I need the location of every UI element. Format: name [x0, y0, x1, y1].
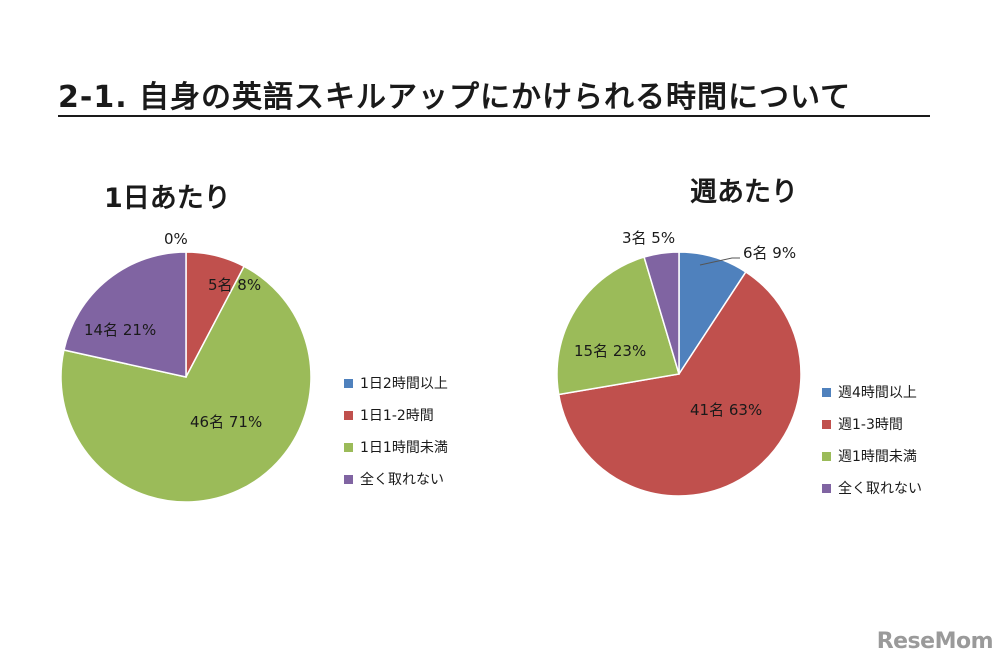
page-title: 2-1. 自身の英語スキルアップにかけられる時間について	[58, 80, 852, 115]
legend-item: 1日1-2時間	[344, 399, 448, 431]
chart-title-daily: 1日あたり	[104, 183, 231, 214]
legend-label: 1日2時間以上	[360, 376, 448, 392]
legend-item: 週4時間以上	[822, 376, 922, 408]
data-label: 46名 71%	[190, 413, 262, 431]
legend-label: 1日1-2時間	[360, 408, 434, 424]
legend-label: 週1時間未満	[838, 449, 917, 465]
legend-label: 週1-3時間	[838, 417, 903, 433]
legend-label: 週4時間以上	[838, 385, 917, 401]
legend-label: 全く取れない	[838, 481, 922, 497]
legend-item: 全く取れない	[822, 472, 922, 504]
data-label: 5名 8%	[208, 276, 261, 294]
data-label: 14名 21%	[84, 321, 156, 339]
watermark-logo: ReseMom	[876, 629, 994, 654]
title-underline	[58, 115, 930, 117]
chart-title-weekly: 週あたり	[690, 177, 798, 208]
legend-weekly: 週4時間以上 週1-3時間 週1時間未満 全く取れない	[822, 376, 922, 504]
pie-slice	[643, 251, 680, 375]
data-label: 6名 9%	[743, 244, 796, 262]
legend-swatch	[344, 378, 353, 388]
pie-slice	[63, 251, 187, 378]
legend-label: 全く取れない	[360, 472, 444, 488]
legend-item: 週1-3時間	[822, 408, 922, 440]
pie-slice	[556, 256, 680, 396]
legend-swatch	[822, 419, 831, 429]
data-label: 3名 5%	[622, 229, 675, 247]
legend-swatch	[344, 410, 353, 420]
pie-slice	[557, 270, 802, 497]
leader-line	[699, 257, 740, 266]
legend-label: 1日1時間未満	[360, 440, 448, 456]
legend-item: 週1時間未満	[822, 440, 922, 472]
pie-slice	[60, 265, 312, 503]
legend-swatch	[822, 451, 831, 461]
legend-daily: 1日2時間以上 1日1-2時間 1日1時間未満 全く取れない	[344, 367, 448, 495]
legend-item: 全く取れない	[344, 463, 448, 495]
legend-swatch	[822, 483, 831, 493]
legend-item: 1日1時間未満	[344, 431, 448, 463]
legend-swatch	[344, 442, 353, 452]
legend-swatch	[822, 387, 831, 397]
data-label: 0%	[164, 230, 188, 248]
legend-swatch	[344, 474, 353, 484]
data-label: 15名 23%	[574, 342, 646, 360]
legend-item: 1日2時間以上	[344, 367, 448, 399]
data-label: 41名 63%	[690, 401, 762, 419]
